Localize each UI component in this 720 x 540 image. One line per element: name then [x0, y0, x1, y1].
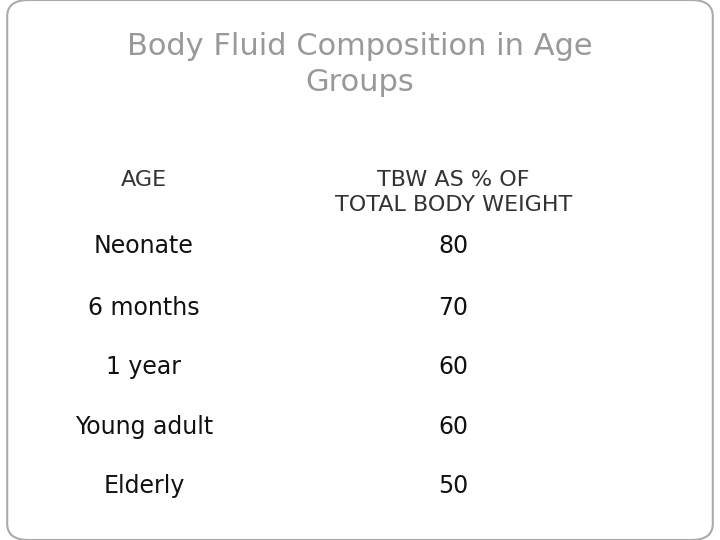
Text: Body Fluid Composition in Age
Groups: Body Fluid Composition in Age Groups	[127, 32, 593, 97]
Text: 1 year: 1 year	[107, 355, 181, 379]
Text: AGE: AGE	[121, 170, 167, 190]
Text: 60: 60	[438, 355, 469, 379]
FancyBboxPatch shape	[7, 0, 713, 540]
Text: Elderly: Elderly	[103, 474, 185, 498]
Text: 6 months: 6 months	[88, 296, 200, 320]
Text: Neonate: Neonate	[94, 234, 194, 258]
Text: 80: 80	[438, 234, 469, 258]
Text: TBW AS % OF
TOTAL BODY WEIGHT: TBW AS % OF TOTAL BODY WEIGHT	[335, 170, 572, 215]
Text: 50: 50	[438, 474, 469, 498]
Text: 70: 70	[438, 296, 469, 320]
Text: 60: 60	[438, 415, 469, 438]
Text: Young adult: Young adult	[75, 415, 213, 438]
